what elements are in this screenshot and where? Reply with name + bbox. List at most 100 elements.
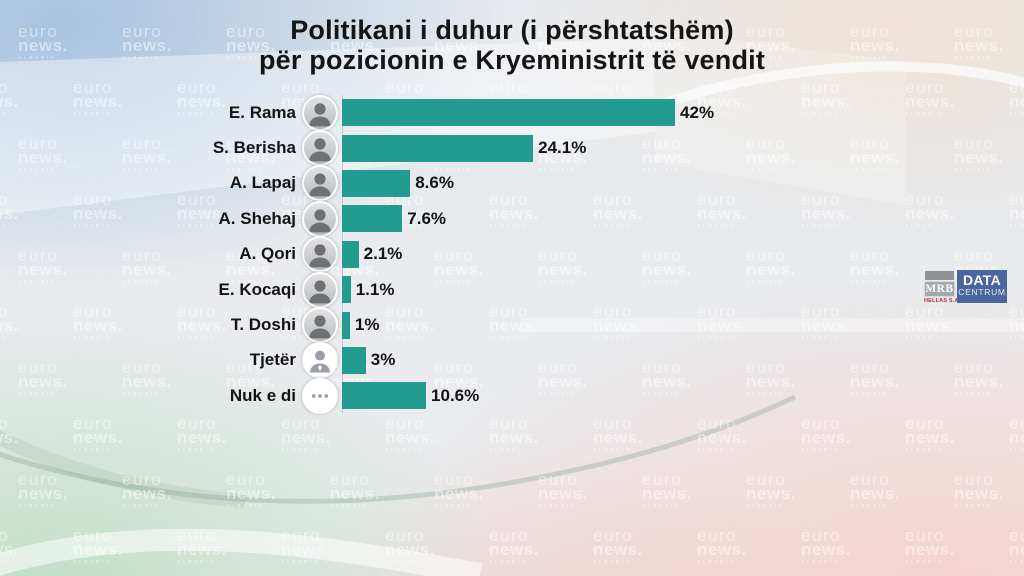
- watermark-text: euro: [385, 78, 426, 97]
- watermark-text: euro: [385, 414, 426, 433]
- watermark-text: news.: [593, 428, 643, 447]
- watermark-text: news.: [593, 540, 643, 559]
- watermark-text: euro: [18, 470, 59, 489]
- watermark-text: news.: [1009, 540, 1024, 559]
- watermark-text: euro: [593, 78, 634, 97]
- value-label: 7.6%: [407, 208, 447, 228]
- watermark-text: euro: [434, 470, 475, 489]
- chart-row: Tjetër 3%: [0, 342, 1024, 379]
- watermark-text: ALBANIA: [18, 503, 57, 508]
- watermark-text: euro: [801, 526, 842, 545]
- watermark-text: ALBANIA: [1009, 559, 1024, 564]
- watermark-text: news.: [489, 540, 539, 559]
- watermark-text: news.: [905, 428, 955, 447]
- value-label: 1%: [354, 315, 380, 335]
- chart-title-line-1: Politikani i duhur (i përshtatshëm): [290, 15, 734, 45]
- bar-container: 24.1%: [342, 130, 586, 165]
- value-label: 1.1%: [355, 279, 395, 299]
- bar: [342, 99, 676, 127]
- watermark-text: ALBANIA: [593, 559, 632, 564]
- watermark-text: euro: [538, 470, 579, 489]
- watermark-text: euro: [0, 414, 10, 433]
- value-label: 42%: [680, 102, 715, 122]
- watermark-text: euro: [330, 470, 371, 489]
- mrb-hellas-subtext: HELLAS S.A.: [924, 298, 961, 304]
- watermark-text: ALBANIA: [281, 447, 320, 452]
- watermark-text: euro: [73, 414, 114, 433]
- watermark-text: euro: [593, 414, 634, 433]
- bar-container: 8.6%: [342, 166, 454, 201]
- watermark-text: euro: [489, 526, 530, 545]
- watermark-text: ALBANIA: [905, 559, 944, 564]
- mrb-hellas-logo: MRB HELLAS S.A.: [924, 271, 961, 304]
- bar-container: 1%: [342, 307, 380, 342]
- watermark-text: euro: [122, 470, 163, 489]
- watermark-text: ALBANIA: [697, 559, 736, 564]
- bar-container: 10.6%: [342, 378, 479, 413]
- bar: [342, 276, 351, 304]
- category-label: S. Berisha: [212, 138, 296, 158]
- bar: [342, 311, 350, 339]
- watermark-text: ALBANIA: [697, 447, 736, 452]
- watermark-text: euro: [177, 414, 218, 433]
- avatar-t-doshi: [302, 307, 338, 344]
- watermark-text: ALBANIA: [489, 447, 528, 452]
- watermark-text: ALBANIA: [434, 503, 473, 508]
- chart-row: S. Berisha 24.1%: [0, 130, 1024, 167]
- bar: [342, 205, 403, 233]
- watermark-text: euro: [697, 526, 738, 545]
- watermark-text: ALBANIA: [0, 559, 8, 564]
- watermark-text: news.: [226, 484, 276, 503]
- watermark-text: news.: [801, 428, 851, 447]
- bar-chart: E. Rama 42% S. Berisha 24.1% A. Lapaj 8.6% A. …: [0, 94, 1024, 414]
- bar-container: 1.1%: [342, 272, 394, 307]
- watermark-text: euro: [281, 78, 322, 97]
- watermark-text: news.: [905, 540, 955, 559]
- watermark-text: ALBANIA: [122, 503, 161, 508]
- watermark-text: ALBANIA: [489, 559, 528, 564]
- watermark-text: news.: [73, 428, 123, 447]
- chart-row: Nuk e di 10.6%: [0, 377, 1024, 414]
- watermark-text: euro: [697, 414, 738, 433]
- watermark-text: euro: [905, 78, 946, 97]
- value-label: 8.6%: [415, 173, 454, 193]
- watermark-text: ALBANIA: [593, 447, 632, 452]
- watermark-text: news.: [1009, 428, 1024, 447]
- category-label: Tjetër: [249, 350, 296, 370]
- ellipsis-icon: [302, 377, 338, 414]
- watermark-text: news.: [385, 540, 435, 559]
- watermark-text: ALBANIA: [177, 559, 216, 564]
- watermark-text: news.: [385, 428, 435, 447]
- watermark-text: news.: [697, 540, 747, 559]
- bar-container: 2.1%: [342, 237, 402, 272]
- watermark-text: news.: [746, 484, 796, 503]
- watermark-text: ALBANIA: [73, 559, 112, 564]
- chart-row: E. Rama 42%: [0, 94, 1024, 131]
- watermark-text: euro: [489, 414, 530, 433]
- category-label: E. Kocaqi: [218, 279, 296, 299]
- watermark-text: euro: [226, 470, 267, 489]
- watermark-text: news.: [73, 540, 123, 559]
- watermark-text: euro: [801, 78, 842, 97]
- watermark-text: news.: [122, 484, 172, 503]
- value-label: 10.6%: [431, 385, 480, 405]
- watermark-text: euro: [905, 414, 946, 433]
- watermark-text: euro: [905, 526, 946, 545]
- chart-title-line-2: për pozicionin e Kryeministrit të vendit: [258, 45, 766, 75]
- bar-container: 7.6%: [342, 201, 446, 236]
- watermark-text: euro: [1009, 78, 1024, 97]
- watermark-text: euro: [177, 78, 218, 97]
- watermark-text: news.: [850, 484, 900, 503]
- watermark-text: news.: [177, 428, 227, 447]
